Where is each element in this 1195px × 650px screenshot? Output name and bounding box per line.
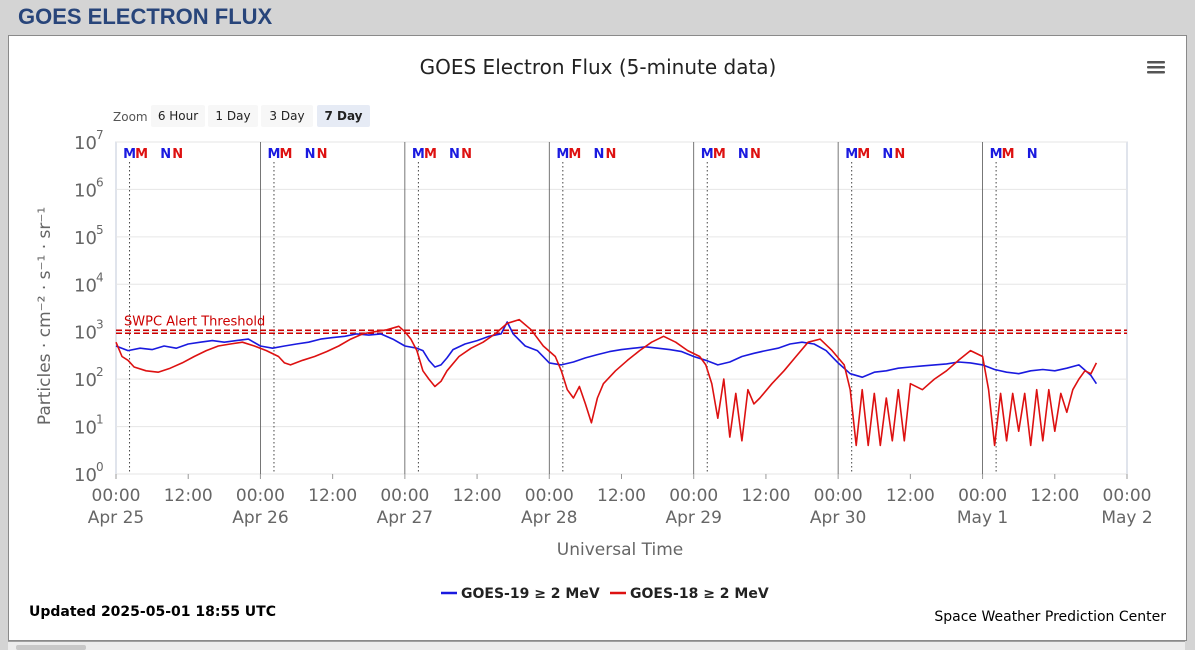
orbit-marker-m: M xyxy=(556,147,569,162)
y-tick-label: 10 xyxy=(74,275,97,296)
chart-title: GOES Electron Flux (5-minute data) xyxy=(420,55,777,79)
y-tick-exponent: 1 xyxy=(96,413,104,427)
legend-item-goes18[interactable]: GOES-18 ≥ 2 MeV xyxy=(610,586,769,602)
y-tick-exponent: 6 xyxy=(96,175,104,189)
orbit-marker-m: M xyxy=(268,147,281,162)
y-tick-exponent: 4 xyxy=(96,270,104,284)
x-tick-time: 12:00 xyxy=(886,486,935,506)
electron-flux-chart: GOES Electron Flux (5-minute data) Zoom … xyxy=(29,55,1166,625)
zoom-button-label: 7 Day xyxy=(324,109,362,123)
y-tick-exponent: 5 xyxy=(96,223,104,237)
y-tick-exponent: 0 xyxy=(96,460,104,474)
x-tick-date: Apr 30 xyxy=(810,508,866,528)
orbit-marker-m: M xyxy=(845,147,858,162)
x-tick-time: 12:00 xyxy=(308,486,357,506)
plot-area xyxy=(115,141,1128,475)
x-tick-date: Apr 27 xyxy=(377,508,433,528)
orbit-marker-m: M xyxy=(857,147,870,162)
zoom-button-3-day[interactable]: 3 Day xyxy=(261,105,313,127)
zoom-button-label: 6 Hour xyxy=(158,109,198,123)
orbit-marker-n: N xyxy=(449,147,460,162)
hamburger-menu-icon[interactable] xyxy=(1147,61,1165,74)
y-tick-label: 10 xyxy=(74,323,97,344)
y-tick-exponent: 7 xyxy=(96,128,104,142)
y-tick-label: 10 xyxy=(74,180,97,201)
legend-label: GOES-18 ≥ 2 MeV xyxy=(630,586,769,602)
orbit-marker-m: M xyxy=(424,147,437,162)
x-tick-date: Apr 28 xyxy=(521,508,577,528)
scrollbar-thumb[interactable] xyxy=(16,645,86,650)
orbit-marker-m: M xyxy=(568,147,581,162)
horizontal-scrollbar[interactable] xyxy=(8,641,1185,650)
orbit-marker-n: N xyxy=(606,147,617,162)
orbit-marker-m: M xyxy=(280,147,293,162)
orbit-marker-n: N xyxy=(750,147,761,162)
threshold-label: SWPC Alert Threshold xyxy=(124,315,265,330)
x-tick-date: Apr 29 xyxy=(665,508,721,528)
orbit-marker-n: N xyxy=(738,147,749,162)
x-tick-date: May 1 xyxy=(957,508,1008,528)
chart-panel: GOES Electron Flux (5-minute data) Zoom … xyxy=(8,35,1187,641)
orbit-marker-n: N xyxy=(882,147,893,162)
y-axis-title: Particles · cm⁻² · s⁻¹ · sr⁻¹ xyxy=(35,207,55,425)
orbit-marker-m: M xyxy=(701,147,714,162)
legend-label: GOES-19 ≥ 2 MeV xyxy=(461,586,600,602)
orbit-marker-n: N xyxy=(894,147,905,162)
zoom-button-label: 1 Day xyxy=(215,109,250,123)
x-tick-time: 00:00 xyxy=(92,486,141,506)
orbit-marker-n: N xyxy=(172,147,183,162)
orbit-marker-m: M xyxy=(1002,147,1015,162)
x-tick-time: 00:00 xyxy=(1103,486,1152,506)
x-tick-date: Apr 25 xyxy=(88,508,144,528)
orbit-marker-n: N xyxy=(593,147,604,162)
x-axis-title: Universal Time xyxy=(557,540,683,560)
orbit-marker-m: M xyxy=(123,147,136,162)
x-tick-time: 12:00 xyxy=(1030,486,1079,506)
orbit-marker-m: M xyxy=(412,147,425,162)
y-tick-exponent: 2 xyxy=(96,365,104,379)
x-tick-time: 00:00 xyxy=(380,486,429,506)
x-tick-time: 00:00 xyxy=(669,486,718,506)
x-tick-date: Apr 26 xyxy=(232,508,288,528)
x-tick-time: 00:00 xyxy=(814,486,863,506)
orbit-marker-n: N xyxy=(461,147,472,162)
series-line-goes19 xyxy=(115,321,1098,385)
orbit-marker-m: M xyxy=(713,147,726,162)
zoom-button-label: 3 Day xyxy=(269,109,304,123)
y-tick-label: 10 xyxy=(74,465,97,486)
zoom-button-7-day[interactable]: 7 Day xyxy=(317,105,370,127)
y-tick-label: 10 xyxy=(74,133,97,154)
x-tick-time: 00:00 xyxy=(236,486,285,506)
updated-timestamp: Updated 2025-05-01 18:55 UTC xyxy=(29,604,276,620)
zoom-button-6-hour[interactable]: 6 Hour xyxy=(151,105,205,127)
legend-item-goes19[interactable]: GOES-19 ≥ 2 MeV xyxy=(441,586,600,602)
orbit-marker-m: M xyxy=(990,147,1003,162)
orbit-marker-n: N xyxy=(305,147,316,162)
zoom-label: Zoom xyxy=(113,110,148,124)
orbit-marker-m: M xyxy=(135,147,148,162)
orbit-marker-n: N xyxy=(1027,147,1038,162)
y-tick-label: 10 xyxy=(74,370,97,391)
orbit-marker-n: N xyxy=(160,147,171,162)
credit-text: Space Weather Prediction Center xyxy=(934,609,1166,625)
x-tick-time: 12:00 xyxy=(164,486,213,506)
zoom-button-1-day[interactable]: 1 Day xyxy=(208,105,258,127)
page-title: GOES ELECTRON FLUX xyxy=(18,4,273,29)
x-tick-time: 00:00 xyxy=(525,486,574,506)
x-tick-time: 12:00 xyxy=(597,486,646,506)
x-tick-date: May 2 xyxy=(1101,508,1152,528)
series-line-goes18 xyxy=(115,318,1098,447)
orbit-marker-n: N xyxy=(317,147,328,162)
x-tick-time: 00:00 xyxy=(958,486,1007,506)
y-tick-exponent: 3 xyxy=(96,318,104,332)
x-tick-time: 12:00 xyxy=(453,486,502,506)
y-tick-label: 10 xyxy=(74,418,97,439)
y-tick-label: 10 xyxy=(74,228,97,249)
x-tick-time: 12:00 xyxy=(741,486,790,506)
